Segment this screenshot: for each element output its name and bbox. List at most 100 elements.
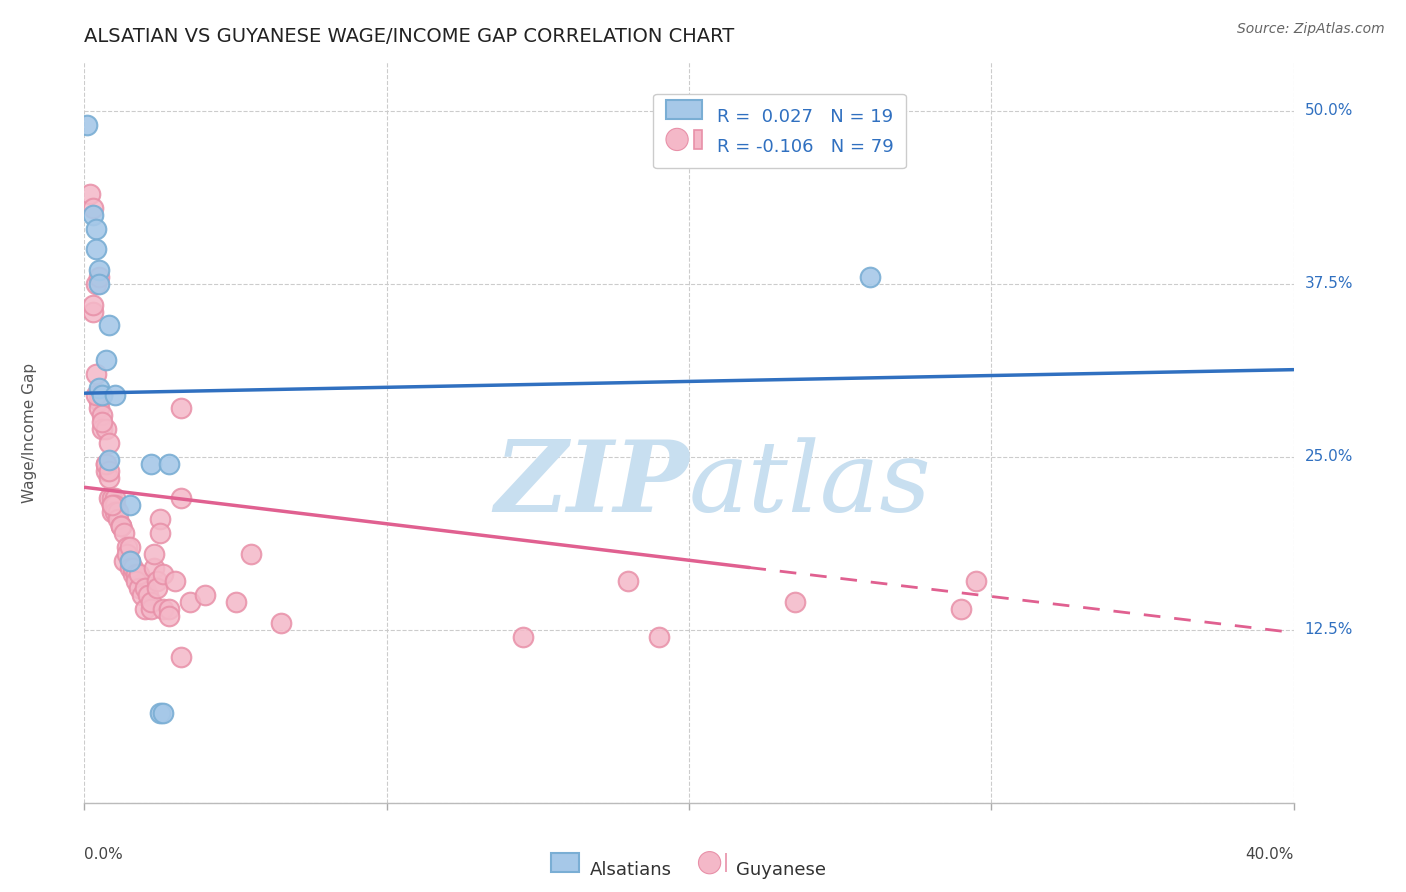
Point — [104, 387, 127, 401]
Point — [512, 630, 534, 644]
Point — [146, 574, 169, 589]
Point — [97, 491, 120, 506]
Point — [86, 277, 108, 291]
Point — [97, 318, 120, 333]
Point — [139, 457, 162, 471]
Point — [82, 304, 104, 318]
Point — [91, 409, 114, 423]
Point — [128, 582, 150, 596]
Text: 25.0%: 25.0% — [1305, 450, 1353, 465]
Point — [121, 567, 143, 582]
Text: Source: ZipAtlas.com: Source: ZipAtlas.com — [1237, 22, 1385, 37]
Point — [118, 554, 141, 568]
Point — [89, 387, 111, 401]
Point — [152, 567, 174, 582]
Point — [118, 540, 141, 554]
Point — [89, 401, 111, 416]
Point — [97, 470, 120, 484]
Point — [82, 297, 104, 311]
Point — [131, 588, 153, 602]
Point — [170, 401, 193, 416]
Point — [134, 582, 156, 596]
Point — [134, 602, 156, 616]
Point — [86, 387, 108, 401]
Point — [94, 464, 117, 478]
Point — [194, 588, 217, 602]
Point — [225, 595, 247, 609]
Point — [783, 595, 806, 609]
Point — [94, 353, 117, 368]
Point — [128, 567, 150, 582]
Point — [112, 554, 135, 568]
Point — [97, 452, 120, 467]
Point — [139, 595, 162, 609]
Point — [118, 554, 141, 568]
Point — [110, 519, 132, 533]
Point — [86, 367, 108, 381]
Point — [89, 269, 111, 284]
Point — [94, 457, 117, 471]
Point — [104, 505, 127, 519]
Text: 37.5%: 37.5% — [1305, 277, 1353, 292]
Point — [139, 602, 162, 616]
Point — [115, 547, 138, 561]
Point — [94, 422, 117, 436]
Point — [110, 519, 132, 533]
Point — [270, 615, 292, 630]
Point — [149, 512, 172, 526]
Point — [86, 221, 108, 235]
Point — [859, 269, 882, 284]
Point — [91, 422, 114, 436]
Point — [91, 387, 114, 401]
Point — [89, 277, 111, 291]
Point — [76, 118, 98, 132]
Point — [152, 602, 174, 616]
Text: atlas: atlas — [689, 437, 932, 533]
Point — [149, 525, 172, 540]
Point — [146, 582, 169, 596]
Point — [94, 457, 117, 471]
Point — [136, 588, 159, 602]
Text: ALSATIAN VS GUYANESE WAGE/INCOME GAP CORRELATION CHART: ALSATIAN VS GUYANESE WAGE/INCOME GAP COR… — [84, 27, 734, 45]
Point — [89, 394, 111, 409]
Point — [97, 436, 120, 450]
Point — [617, 574, 640, 589]
Point — [165, 574, 187, 589]
Point — [82, 201, 104, 215]
Point — [170, 650, 193, 665]
Point — [97, 464, 120, 478]
Text: ZIP: ZIP — [494, 436, 689, 533]
Point — [100, 498, 122, 512]
Text: 12.5%: 12.5% — [1305, 623, 1353, 637]
Point — [125, 574, 148, 589]
Point — [648, 630, 671, 644]
Point — [89, 263, 111, 277]
Point — [152, 706, 174, 720]
Text: Wage/Income Gap: Wage/Income Gap — [22, 362, 38, 503]
Point — [142, 547, 165, 561]
Point — [112, 525, 135, 540]
Point — [950, 602, 973, 616]
Point — [149, 706, 172, 720]
Point — [157, 602, 180, 616]
Point — [107, 505, 129, 519]
Point — [110, 519, 132, 533]
Point — [157, 457, 180, 471]
Point — [118, 560, 141, 574]
Point — [100, 491, 122, 506]
Point — [121, 560, 143, 574]
Point — [91, 415, 114, 429]
Point — [157, 609, 180, 624]
Point — [239, 547, 262, 561]
Point — [89, 381, 111, 395]
Point — [170, 491, 193, 506]
Point — [104, 491, 127, 506]
Point — [179, 595, 201, 609]
Text: 0.0%: 0.0% — [84, 847, 124, 863]
Point — [82, 208, 104, 222]
Point — [104, 498, 127, 512]
Text: 50.0%: 50.0% — [1305, 103, 1353, 119]
Point — [115, 540, 138, 554]
Point — [125, 567, 148, 582]
Legend: Alsatians, Guyanese: Alsatians, Guyanese — [544, 853, 834, 887]
